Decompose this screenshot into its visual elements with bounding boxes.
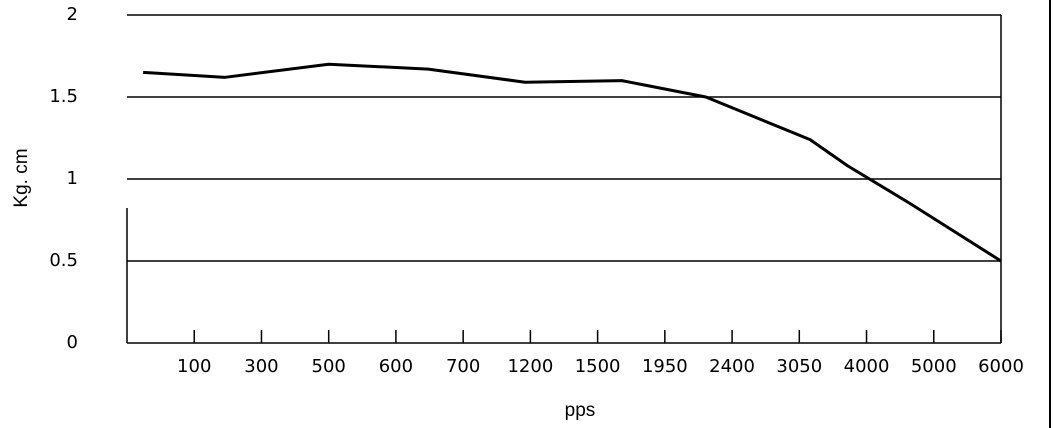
y-tick-label: 0.5: [49, 250, 78, 271]
x-tick-label: 1200: [507, 356, 553, 377]
x-tick-label: 3050: [776, 356, 822, 377]
x-tick-label: 500: [312, 356, 346, 377]
x-tick-label: 100: [177, 356, 211, 377]
y-tick-label: 0: [67, 332, 78, 353]
y-tick-label: 1: [67, 168, 78, 189]
x-tick-label: 4000: [844, 356, 890, 377]
y-tick-label: 1.5: [49, 86, 78, 107]
x-tick-label: 1950: [642, 356, 688, 377]
x-tick-label: 6000: [978, 356, 1024, 377]
x-tick-label: 700: [446, 356, 480, 377]
y-tick-label: 2: [67, 4, 78, 25]
data-line: [143, 62, 1002, 263]
x-axis-title: pps: [565, 400, 596, 421]
x-tick-label: 600: [379, 356, 413, 377]
y-axis-title: Kg. cm: [11, 148, 32, 207]
x-tick-label: 1500: [575, 356, 621, 377]
x-tick-label: 5000: [911, 356, 957, 377]
x-tick-label: 300: [244, 356, 278, 377]
x-tick-label: 2400: [709, 356, 755, 377]
